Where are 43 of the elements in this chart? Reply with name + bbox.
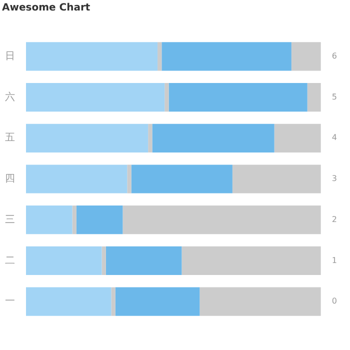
chart-title: Awesome Chart [2,2,90,14]
y2-tick-label: 1 [332,256,338,265]
y-tick-label: 三 [5,214,15,226]
bar [291,42,321,71]
y-tick-label: 五 [5,132,15,144]
bar [26,124,148,152]
bar [106,246,182,276]
y2-tick-label: 4 [332,133,338,142]
bar [182,246,321,276]
bar [162,42,292,71]
bar [127,164,132,194]
y2-tick-label: 2 [332,214,338,224]
bar [152,124,274,152]
bar [26,82,165,112]
bar [26,206,72,234]
bar [26,246,102,276]
bar [307,82,321,112]
bar [102,246,106,276]
bar [26,42,158,71]
bar [111,287,116,316]
bar [131,164,232,194]
y2-tick-label: 5 [332,92,338,102]
bar [26,164,128,194]
bar [164,82,169,112]
y2-tick-label: 6 [332,52,338,61]
y2-tick-label: 3 [332,174,338,184]
bar [274,124,321,152]
bar [115,287,200,316]
bar [158,42,162,71]
bar [72,206,76,234]
bar [232,164,321,194]
bar [122,206,321,234]
y-tick-label: 日 [5,51,15,62]
bar [26,287,112,316]
bar [200,287,321,316]
y-tick-label: 四 [5,174,15,185]
y-tick-label: 一 [5,296,15,308]
bar [76,206,123,234]
y-tick-label: 六 [5,90,15,103]
y2-tick-label: 0 [332,296,338,306]
bar [148,124,152,152]
bar [168,82,308,112]
y-tick-label: 二 [5,255,15,266]
